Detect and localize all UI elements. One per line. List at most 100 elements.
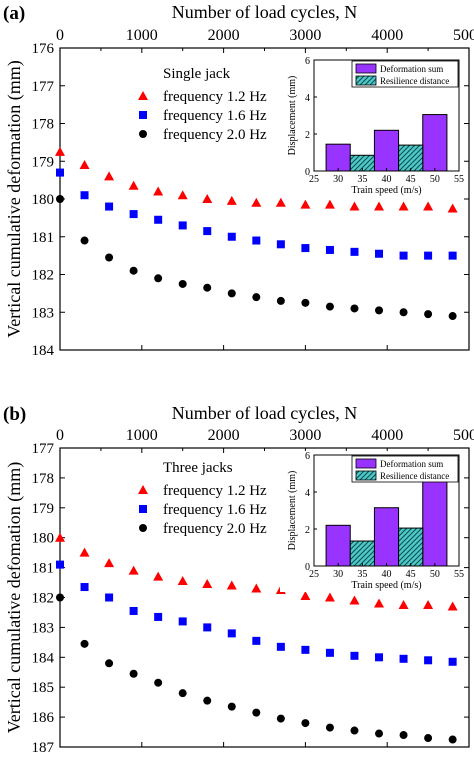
data-point	[375, 729, 384, 738]
panel-label: (b)	[3, 404, 26, 425]
legend-title: Three jacks	[163, 460, 233, 476]
inset-y-tick-label: 2	[305, 525, 310, 536]
data-point	[325, 648, 334, 657]
y-tick-label: 187	[32, 740, 55, 756]
inset-chart: 25 30 35 40 45 50 55 0 2 4 6 Train speed (m/s) Displ…	[280, 56, 464, 197]
inset-y-tick-label: 2	[305, 130, 310, 141]
inset-bar	[325, 524, 351, 567]
data-point	[252, 293, 261, 302]
data-point	[252, 636, 261, 645]
data-point	[79, 547, 90, 557]
data-point	[301, 645, 310, 654]
legend-marker	[139, 111, 147, 119]
data-point	[56, 195, 64, 203]
y-tick-label: 178	[32, 117, 55, 133]
y-tick-label: 184	[32, 343, 55, 359]
x-tick-label: 0	[56, 27, 64, 44]
series-3	[56, 593, 457, 744]
data-point	[105, 202, 114, 211]
legend-label: frequency 2.0 Hz	[163, 521, 267, 537]
y-tick-label: 179	[32, 501, 55, 517]
y-tick-label: 183	[32, 305, 55, 321]
data-point	[399, 654, 408, 663]
x-tick-label: 5000	[453, 427, 474, 444]
inset-bar	[398, 527, 424, 567]
data-point	[447, 601, 458, 611]
data-point	[448, 657, 457, 666]
x-tick-label: 1000	[126, 27, 158, 44]
series-2	[56, 168, 457, 260]
inset-y-tick-label: 0	[305, 562, 310, 573]
legend-label: frequency 1.2 Hz	[163, 89, 267, 105]
data-point	[423, 599, 434, 609]
inset-x-tick-label: 30	[333, 569, 343, 580]
inset-bar	[349, 540, 375, 567]
data-point	[375, 306, 384, 315]
x-tick-label: 1000	[126, 427, 158, 444]
inset-x-tick-label: 25	[309, 174, 319, 185]
inset-x-tick-label: 55	[454, 174, 464, 185]
inset-bar	[373, 129, 400, 172]
inset-x-tick-label: 35	[357, 569, 367, 580]
data-point	[56, 560, 64, 569]
series-1	[55, 146, 458, 213]
x-tick-label: 5000	[453, 27, 474, 44]
data-point	[226, 580, 237, 590]
data-point	[399, 731, 408, 740]
data-point	[154, 274, 163, 283]
inset-y-axis-title: Displacement (mm)	[287, 471, 298, 551]
data-point	[447, 203, 458, 213]
inset-legend-label: Deformation sum	[380, 64, 443, 74]
data-point	[301, 244, 310, 253]
inset-chart: 25 30 35 40 45 50 55 0 2 4 6 Train speed (m/s) Displ…	[280, 451, 464, 592]
data-point	[129, 266, 138, 275]
data-point	[178, 689, 187, 698]
y-tick-label: 177	[32, 441, 55, 457]
data-point	[374, 201, 385, 211]
inset-legend-label: Resilience distance	[380, 471, 449, 481]
data-point	[424, 310, 433, 319]
inset-y-tick-label: 6	[305, 56, 310, 67]
data-point	[349, 201, 360, 211]
x-tick-label: 4000	[371, 427, 403, 444]
inset-x-tick-label: 40	[382, 174, 392, 185]
x-tick-label: 3000	[289, 27, 321, 44]
data-point	[251, 583, 262, 593]
data-point	[375, 249, 384, 258]
y-tick-label: 176	[32, 41, 55, 57]
data-point	[300, 199, 311, 209]
data-point	[448, 312, 457, 321]
inset-bar	[422, 114, 448, 172]
inset-x-tick-label: 50	[430, 569, 440, 580]
series-2	[56, 560, 457, 666]
data-point	[324, 199, 335, 209]
inset-y-tick-label: 4	[305, 488, 310, 499]
inset-x-tick-label: 35	[357, 174, 367, 185]
data-point	[154, 215, 163, 224]
data-point	[300, 591, 311, 601]
legend-marker	[139, 524, 147, 532]
y-tick-label: 180	[32, 192, 55, 208]
inset-legend-swatch	[355, 458, 377, 469]
data-point	[104, 558, 115, 568]
x-tick-label: 2000	[208, 27, 240, 44]
data-point	[104, 171, 115, 181]
data-point	[178, 221, 187, 230]
data-point	[56, 168, 64, 177]
inset-x-tick-label: 40	[382, 569, 392, 580]
data-point	[301, 719, 310, 728]
x-tick-label: 3000	[289, 427, 321, 444]
data-point	[55, 146, 65, 156]
chart-panel: (b) Number of load cycles, N 0 1000 2000 3000…	[3, 403, 474, 756]
inset-y-axis-title: Displacement (mm)	[287, 76, 298, 156]
x-axis-title: Number of load cycles, N	[172, 403, 357, 423]
y-tick-label: 179	[32, 154, 55, 170]
legend-marker	[138, 485, 148, 494]
data-point	[177, 576, 188, 586]
data-point	[226, 195, 237, 205]
y-tick-label: 182	[32, 591, 55, 607]
data-point	[424, 656, 433, 665]
inset-bar	[325, 143, 351, 172]
inset-x-tick-label: 45	[406, 569, 416, 580]
data-point	[105, 593, 114, 602]
